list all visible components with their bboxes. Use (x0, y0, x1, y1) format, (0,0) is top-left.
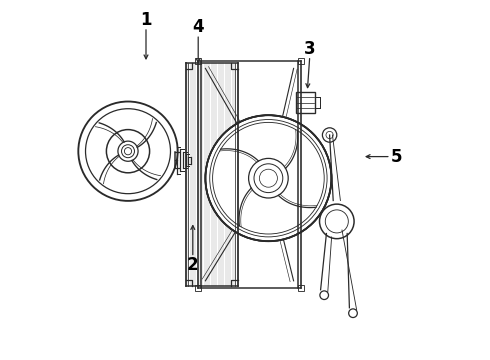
Bar (298, 285, 304, 291)
Text: 5: 5 (391, 148, 402, 166)
Text: 1: 1 (140, 11, 152, 29)
Bar (196, 285, 201, 291)
Text: 2: 2 (187, 256, 198, 274)
Bar (196, 58, 201, 64)
Bar (298, 58, 304, 64)
Circle shape (205, 115, 331, 241)
Text: 4: 4 (193, 18, 204, 36)
Text: 3: 3 (304, 40, 316, 58)
